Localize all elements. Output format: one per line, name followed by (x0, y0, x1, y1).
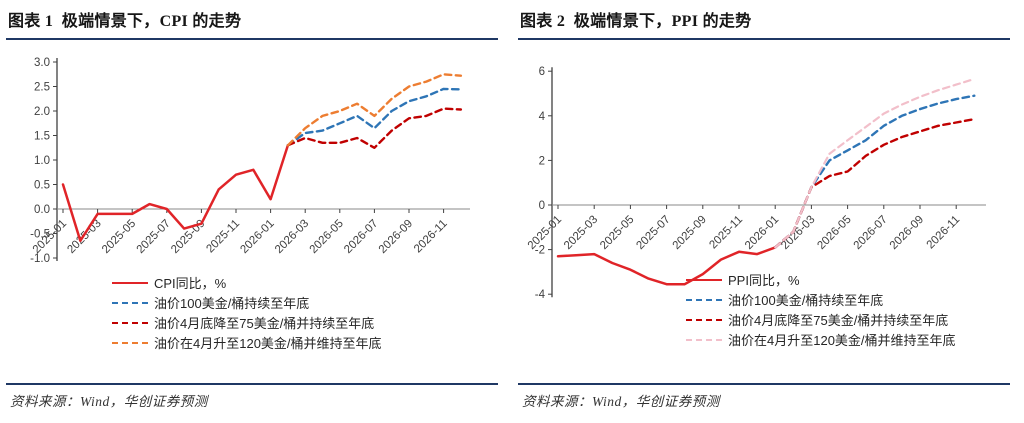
series-line-dashed (286, 87, 463, 147)
y-tick-label: 0.0 (34, 204, 50, 216)
x-tick-label: 2025-09 (671, 214, 709, 252)
y-tick-label: 3.0 (34, 57, 50, 69)
legend-line-sample (686, 319, 722, 321)
y-tick-label: 2.5 (34, 82, 50, 94)
x-tick-label: 2025-05 (100, 218, 138, 256)
series-line-dashed (286, 73, 463, 147)
legend-item: 油价100美金/桶持续至年底 (686, 290, 956, 310)
legend-line-sample (112, 282, 148, 284)
source-note-cpi: 资料来源：Wind，华创证券预测 (10, 394, 208, 409)
x-tick-label: 2026-09 (377, 218, 415, 256)
legend-line-sample (686, 279, 722, 281)
legend-item: 油价4月底降至75美金/桶并持续至年底 (112, 313, 382, 333)
x-tick-label: 2026-05 (815, 214, 853, 252)
x-tick-label: 2026-03 (273, 218, 311, 256)
figure-title-cpi: 图表 1 极端情景下，CPI 的走势 (8, 13, 242, 30)
x-tick-label: 2025-07 (135, 218, 173, 256)
legend-line-sample (686, 339, 722, 341)
x-tick-label: 2025-07 (634, 214, 672, 252)
series-line-dashed (774, 94, 976, 249)
y-tick-label: -0.5 (30, 229, 50, 241)
source-note-ppi: 资料来源：Wind，华创证券预测 (522, 394, 720, 409)
x-tick-label: 2025-03 (65, 218, 103, 256)
series-line-solid (61, 144, 290, 243)
y-tick-label: -1.0 (30, 253, 50, 265)
legend-item: 油价4月底降至75美金/桶并持续至年底 (686, 310, 956, 330)
ppi-chart-legend: PPI同比，% 油价100美金/桶持续至年底油价4月底降至75美金/桶并持续至年底… (686, 270, 956, 350)
x-tick-label: 2026-05 (308, 218, 346, 256)
y-tick-label: -2 (535, 245, 545, 257)
series-line-dashed (774, 117, 976, 249)
x-tick-label: 2025-03 (562, 214, 600, 252)
y-tick-label: 1.5 (34, 131, 50, 143)
y-tick-label: -4 (535, 289, 546, 301)
x-tick-label: 2026-11 (412, 218, 450, 256)
x-tick-label: 2025-05 (598, 214, 636, 252)
y-tick-label: 0 (539, 200, 545, 212)
legend-line-sample (112, 342, 148, 344)
legend-label: 油价在4月升至120美金/桶并维持至年底 (728, 332, 956, 348)
ppi-line-chart: -4-202462025-012025-032025-052025-072025… (526, 66, 986, 301)
x-tick-label: 2026-07 (852, 214, 890, 252)
y-tick-label: 2 (539, 155, 545, 167)
legend-label: CPI同比，% (154, 275, 227, 291)
legend-line-sample (112, 322, 148, 324)
figure-title-ppi: 图表 2 极端情景下，PPI 的走势 (520, 13, 752, 30)
legend-item: 油价100美金/桶持续至年底 (112, 293, 382, 313)
x-tick-label: 2026-11 (925, 214, 963, 252)
title-rule (518, 38, 1010, 40)
footer-rule (518, 383, 1010, 385)
x-tick-label: 2025-11 (204, 218, 242, 256)
y-tick-label: 6 (539, 66, 545, 78)
y-tick-label: 1.0 (34, 155, 50, 167)
y-tick-label: 0.5 (34, 180, 50, 192)
x-tick-label: 2025-11 (707, 214, 745, 252)
x-tick-label: 2026-09 (888, 214, 926, 252)
legend-label: 油价4月底降至75美金/桶并持续至年底 (728, 312, 949, 328)
cpi-line-chart: -1.0-0.50.00.51.01.52.02.53.02025-012025… (30, 57, 470, 265)
legend-label: 油价100美金/桶持续至年底 (154, 295, 310, 311)
title-rule (6, 38, 498, 40)
y-tick-label: 2.0 (34, 106, 50, 118)
legend-item: PPI同比，% (686, 270, 956, 290)
legend-label: 油价在4月升至120美金/桶并维持至年底 (154, 335, 382, 351)
legend-item: CPI同比，% (112, 273, 382, 293)
series-line-dashed (774, 77, 976, 249)
series-line-solid (556, 246, 777, 286)
y-tick-label: 4 (539, 111, 546, 123)
x-tick-label: 2026-07 (342, 218, 380, 256)
legend-label: PPI同比，% (728, 272, 800, 288)
legend-line-sample (686, 299, 722, 301)
series-line-dashed (286, 107, 463, 149)
legend-item: 油价在4月升至120美金/桶并维持至年底 (112, 333, 382, 353)
footer-rule (6, 383, 498, 385)
cpi-chart-legend: CPI同比，% 油价100美金/桶持续至年底油价4月底降至75美金/桶并持续至年底… (112, 273, 382, 353)
legend-line-sample (112, 302, 148, 304)
legend-label: 油价4月底降至75美金/桶并持续至年底 (154, 315, 375, 331)
legend-label: 油价100美金/桶持续至年底 (728, 292, 884, 308)
x-tick-label: 2026-01 (238, 218, 276, 256)
legend-item: 油价在4月升至120美金/桶并维持至年底 (686, 330, 956, 350)
